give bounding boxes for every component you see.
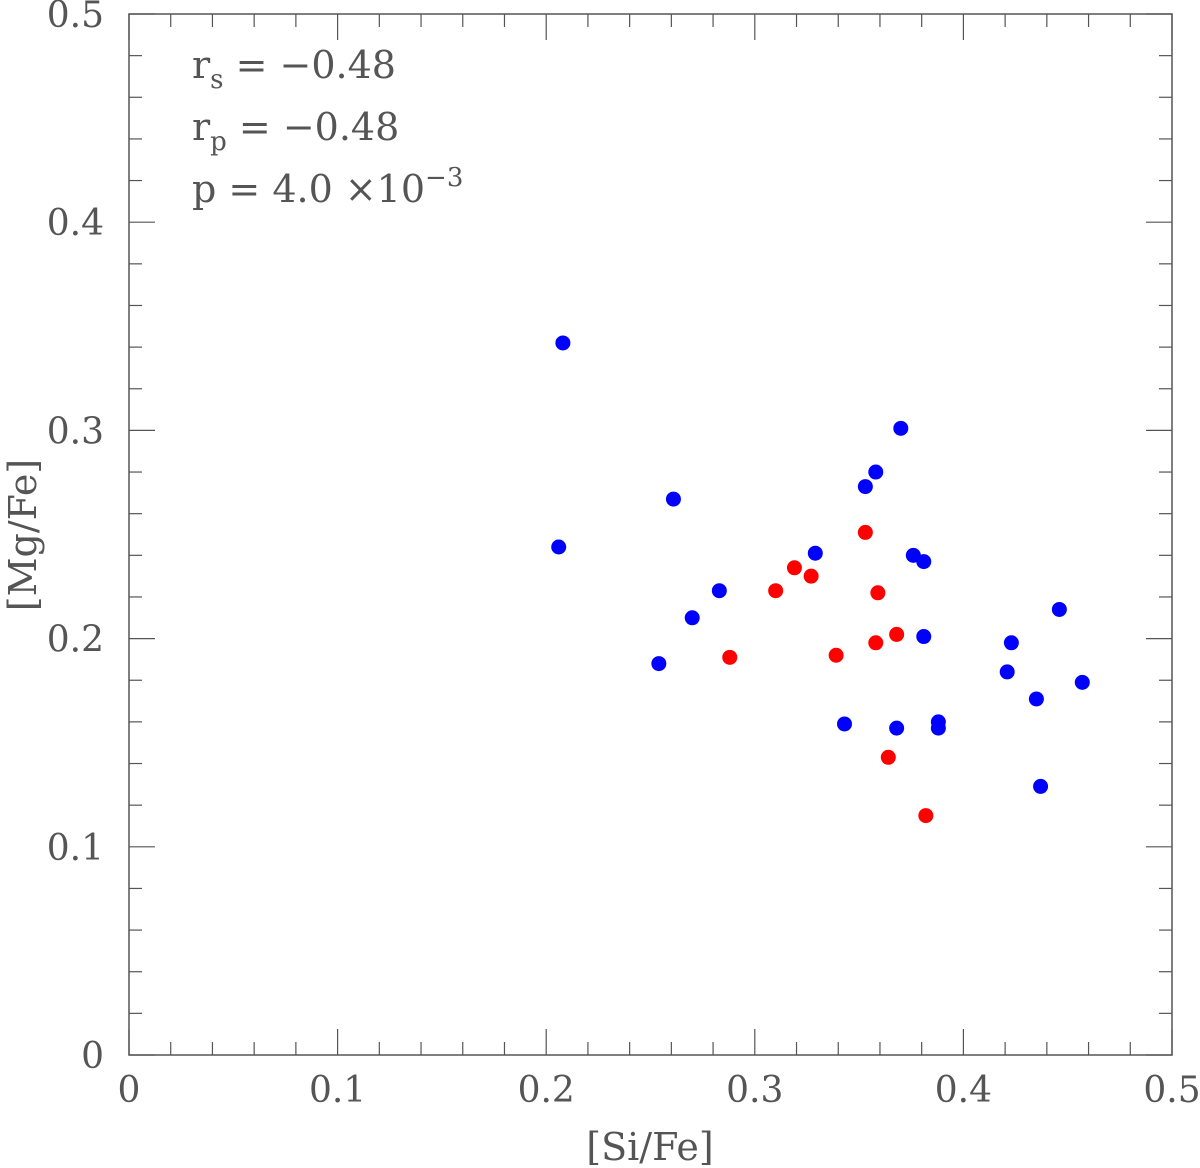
data-point-blue (665, 491, 681, 507)
spearman-annotation: rs = −0.48 (192, 43, 396, 95)
plot-frame (128, 13, 1173, 1056)
p-value-annotation: p = 4.0 ×10−3 (192, 163, 463, 211)
data-point-blue (807, 545, 823, 561)
data-point-red (786, 560, 802, 576)
x-tick-label: 0.3 (726, 1070, 783, 1111)
data-point-blue (999, 664, 1015, 680)
data-point-blue (651, 656, 667, 672)
y-tick-label: 0.5 (47, 0, 104, 36)
data-point-red (870, 585, 886, 601)
y-axis-label: [Mg/Fe] (1, 459, 45, 611)
pearson-annotation: rp = −0.48 (192, 105, 399, 157)
data-point-red (768, 583, 784, 599)
data-point-red (828, 647, 844, 663)
data-point-blue (857, 479, 873, 495)
y-tick-labels: 0 0.1 0.2 0.3 0.4 0.5 (47, 0, 104, 1077)
x-tick-label: 0.2 (518, 1070, 575, 1111)
data-point-blue (555, 335, 571, 351)
data-point-red (880, 749, 896, 765)
data-point-blue (1074, 674, 1090, 690)
rp-value: = −0.48 (227, 105, 399, 149)
rs-symbol: r (192, 43, 211, 87)
data-point-red (857, 524, 873, 540)
x-tick-label: 0.1 (309, 1070, 366, 1111)
data-point-blue (551, 539, 567, 555)
data-point-blue (916, 554, 932, 570)
data-point-red (889, 626, 905, 642)
y-tick-label: 0.4 (47, 203, 104, 244)
x-tick-label: 0.5 (1143, 1070, 1200, 1111)
data-point-blue (893, 420, 909, 436)
y-tick-label: 0.1 (47, 828, 104, 869)
rp-symbol: r (192, 105, 211, 149)
data-point-blue (1051, 601, 1067, 617)
data-point-blue (711, 583, 727, 599)
data-point-red (803, 568, 819, 584)
data-points (551, 335, 1090, 824)
rp-subscript: p (210, 127, 227, 157)
p-value-exponent: −3 (425, 163, 463, 193)
tick-marks (128, 13, 1173, 1056)
y-tick-label: 0.3 (47, 411, 104, 452)
x-axis-label: [Si/Fe] (586, 1125, 713, 1168)
rs-value: = −0.48 (224, 43, 396, 87)
data-point-blue (916, 629, 932, 645)
data-point-blue (930, 720, 946, 736)
correlation-annotations: rs = −0.48 rp = −0.48 p = 4.0 ×10−3 (192, 43, 463, 211)
y-tick-label: 0 (81, 1036, 104, 1077)
data-point-blue (1003, 635, 1019, 651)
data-point-blue (836, 716, 852, 732)
data-point-red (722, 649, 738, 665)
data-point-red (868, 635, 884, 651)
rs-subscript: s (210, 65, 223, 95)
data-point-red (918, 808, 934, 824)
y-tick-label: 0.2 (47, 620, 104, 661)
x-tick-labels: 0 0.1 0.2 0.3 0.4 0.5 (118, 1070, 1200, 1111)
x-tick-label: 0 (118, 1070, 141, 1111)
data-point-blue (1033, 778, 1049, 794)
data-point-blue (868, 464, 884, 480)
data-point-blue (1028, 691, 1044, 707)
p-value-text: p = 4.0 ×10 (192, 167, 425, 211)
data-point-blue (684, 610, 700, 626)
x-tick-label: 0.4 (935, 1070, 992, 1111)
data-point-blue (889, 720, 905, 736)
